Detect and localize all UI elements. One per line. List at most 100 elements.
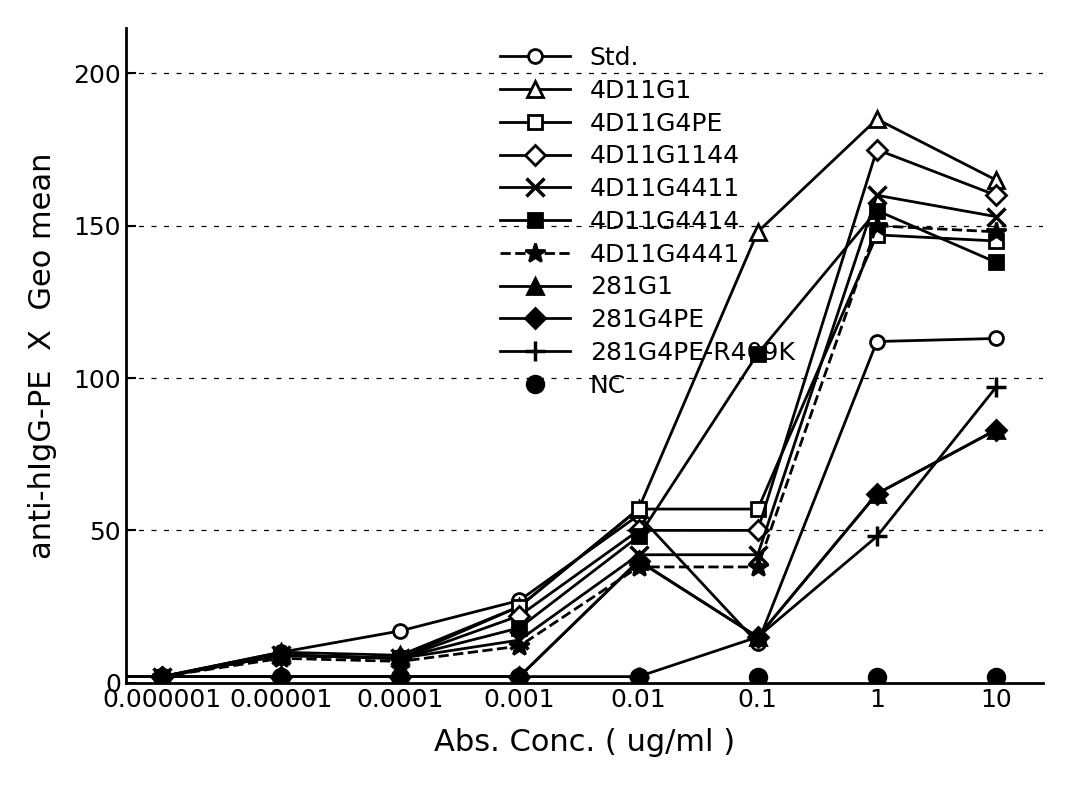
4D11G4441 [274,654,287,663]
281G4PE [394,672,407,681]
NC [990,672,1002,681]
Std. [990,334,1002,343]
4D11G1 [513,602,526,612]
4D11G1 [632,504,645,513]
Line: 4D11G4PE: 4D11G4PE [35,228,1002,684]
4D11G4441 [751,562,764,571]
Std. [394,626,407,636]
281G4PE [36,672,49,681]
Std. [751,638,764,648]
4D11G4414 [751,349,764,359]
281G4PE [751,632,764,641]
4D11G4PE [36,672,49,681]
281G1 [36,672,49,681]
NC [274,672,287,681]
281G1 [274,672,287,681]
4D11G4PE [751,504,764,513]
4D11G1144 [155,672,168,681]
4D11G1 [394,651,407,660]
4D11G4414 [990,257,1002,267]
Line: Std.: Std. [35,331,1002,684]
Std. [274,648,287,657]
4D11G1144 [990,191,1002,200]
4D11G4PE [155,672,168,681]
Line: 4D11G4441: 4D11G4441 [32,215,1007,687]
281G4PE [513,672,526,681]
Std. [155,672,168,681]
NC [513,672,526,681]
4D11G1144 [36,672,49,681]
281G1 [394,672,407,681]
281G1 [155,672,168,681]
281G1 [751,632,764,641]
4D11G4PE [274,651,287,660]
4D11G4PE [990,236,1002,246]
4D11G4411 [36,672,49,681]
281G1 [513,672,526,681]
4D11G4411 [274,651,287,660]
4D11G1 [990,175,1002,184]
4D11G4414 [632,531,645,541]
281G4PE-R409K [36,672,49,681]
Line: 281G1: 281G1 [35,422,1004,685]
281G4PE [632,556,645,565]
Line: 281G4PE-R409K: 281G4PE-R409K [33,378,1006,686]
NC [394,672,407,681]
4D11G1 [274,648,287,657]
4D11G4411 [155,672,168,681]
281G4PE [990,425,1002,435]
281G4PE-R409K [513,672,526,681]
281G1 [990,425,1002,435]
4D11G4414 [394,654,407,663]
281G4PE [155,672,168,681]
281G1 [871,489,884,498]
4D11G4414 [513,623,526,633]
4D11G1144 [871,145,884,155]
NC [871,672,884,681]
4D11G4441 [394,657,407,666]
4D11G1144 [751,526,764,535]
281G4PE-R409K [394,672,407,681]
4D11G1 [871,115,884,124]
4D11G1 [36,672,49,681]
281G4PE-R409K [751,632,764,641]
281G4PE-R409K [155,672,168,681]
4D11G4PE [632,504,645,513]
4D11G4PE [394,654,407,663]
4D11G4414 [274,651,287,660]
Std. [632,510,645,520]
NC [632,672,645,681]
281G4PE [871,489,884,498]
4D11G4414 [155,672,168,681]
NC [751,672,764,681]
Legend: Std., 4D11G1, 4D11G4PE, 4D11G1144, 4D11G4411, 4D11G4414, 4D11G4441, 281G1, 281G4: Std., 4D11G1, 4D11G4PE, 4D11G1144, 4D11G… [487,34,806,411]
X-axis label: Abs. Conc. ( ug/ml ): Abs. Conc. ( ug/ml ) [434,728,735,758]
4D11G4411 [632,550,645,560]
281G1 [632,556,645,565]
281G4PE-R409K [274,672,287,681]
Line: 4D11G4411: 4D11G4411 [33,186,1005,685]
Line: 4D11G1: 4D11G1 [35,111,1004,685]
Line: NC: NC [34,668,1005,685]
Std. [871,337,884,346]
4D11G4441 [155,672,168,681]
4D11G4411 [513,635,526,644]
4D11G4441 [871,221,884,231]
4D11G1 [751,227,764,236]
281G4PE-R409K [990,382,1002,392]
4D11G4PE [513,602,526,612]
NC [155,672,168,681]
4D11G4411 [990,212,1002,221]
4D11G1144 [513,611,526,620]
Line: 281G4PE: 281G4PE [35,423,1002,684]
Std. [513,596,526,605]
281G4PE-R409K [632,672,645,681]
4D11G4PE [871,230,884,239]
281G4PE [274,672,287,681]
4D11G1144 [632,526,645,535]
Line: 4D11G1144: 4D11G1144 [35,143,1002,684]
Y-axis label: anti-hIgG-PE  X  Geo mean: anti-hIgG-PE X Geo mean [28,152,57,558]
4D11G4411 [751,550,764,560]
4D11G4414 [871,206,884,215]
4D11G4441 [632,562,645,571]
